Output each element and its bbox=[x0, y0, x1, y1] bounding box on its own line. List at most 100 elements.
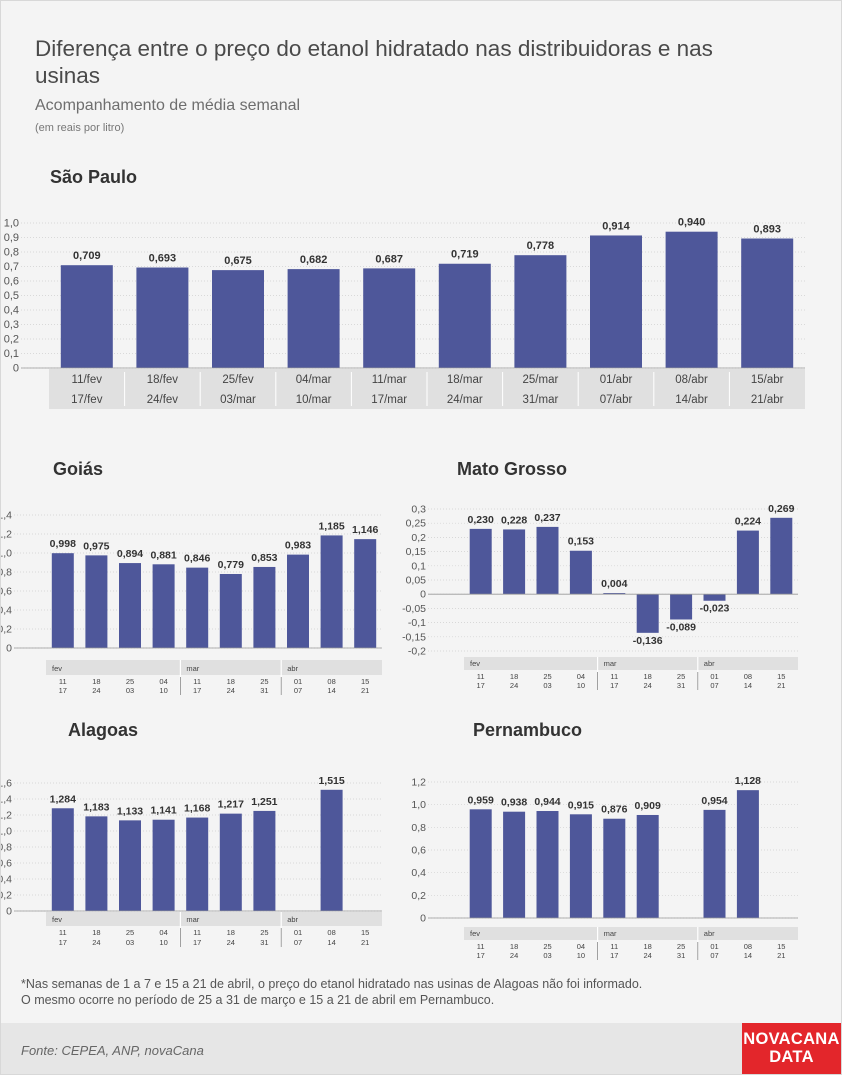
bar-value-label: 1,515 bbox=[318, 775, 344, 787]
bar bbox=[603, 818, 626, 918]
x-tick-label-start: 18/mar bbox=[447, 374, 483, 386]
y-tick-label: 0,1 bbox=[4, 348, 19, 360]
day-label-end: 31 bbox=[260, 938, 268, 947]
bar-value-label: 0,228 bbox=[501, 514, 527, 526]
chart-mato-grosso: -0,2 -0,15 -0,1 -0,05 0 0,05 0,1 0,15 0,2 0,25 0,3… bbox=[402, 503, 798, 690]
y-tick-label: 1,0 bbox=[0, 548, 12, 560]
y-tick-label: 0,05 bbox=[406, 575, 427, 587]
month-label: abr bbox=[287, 664, 298, 673]
chart-sao-paulo: 0 0,1 0,2 0,3 0,4 0,5 0,6 0,7 0,8 0,9 1,0 0,709 0,69… bbox=[4, 217, 805, 409]
month-label: mar bbox=[604, 659, 617, 668]
day-label-end: 03 bbox=[543, 681, 551, 690]
y-tick-label: 1,0 bbox=[411, 799, 426, 811]
x-tick-label-end: 31/mar bbox=[523, 394, 559, 406]
y-tick-label: 0 bbox=[420, 913, 426, 925]
day-label-end: 07 bbox=[294, 938, 302, 947]
day-label-start: 01 bbox=[710, 672, 718, 681]
y-tick-label: 0,6 bbox=[4, 276, 19, 288]
month-label: fev bbox=[470, 659, 480, 668]
bar bbox=[636, 594, 659, 633]
bar bbox=[320, 789, 343, 911]
bar bbox=[514, 255, 567, 368]
bar bbox=[253, 566, 276, 648]
y-tick-label: 0,1 bbox=[411, 560, 426, 572]
x-tick-label-end: 24/mar bbox=[447, 394, 483, 406]
day-label-start: 01 bbox=[294, 928, 302, 937]
day-label-start: 25 bbox=[126, 928, 134, 937]
y-tick-label: -0,15 bbox=[402, 631, 426, 643]
day-label-end: 31 bbox=[677, 681, 685, 690]
day-label-end: 10 bbox=[577, 951, 585, 960]
day-label-start: 18 bbox=[510, 942, 518, 951]
day-label-end: 21 bbox=[361, 938, 369, 947]
bar-value-label: 0,938 bbox=[501, 797, 527, 809]
day-label-end: 21 bbox=[777, 681, 785, 690]
day-label-start: 18 bbox=[92, 677, 100, 686]
bar bbox=[219, 573, 242, 648]
day-label-start: 18 bbox=[227, 928, 235, 937]
day-label-start: 25 bbox=[543, 672, 551, 681]
bar bbox=[703, 594, 726, 601]
novacana-data-logo: NOVACANA DATA bbox=[742, 1023, 841, 1074]
bar-value-label: 0,237 bbox=[534, 512, 560, 524]
y-tick-label: 0,15 bbox=[406, 546, 427, 558]
bar-value-label: 1,284 bbox=[50, 793, 76, 805]
y-tick-label: 0 bbox=[420, 589, 426, 601]
y-tick-label: 0 bbox=[6, 643, 12, 655]
region-title-goias: Goiás bbox=[53, 459, 104, 479]
bar bbox=[590, 235, 642, 368]
bar-value-label: 0,779 bbox=[218, 559, 244, 571]
bar bbox=[536, 811, 559, 918]
bar-value-label: 0,954 bbox=[701, 795, 727, 807]
x-tick-label-end: 14/abr bbox=[675, 394, 708, 406]
bar bbox=[152, 564, 175, 648]
x-tick-label-end: 24/fev bbox=[147, 394, 179, 406]
unit-note: (em reais por litro) bbox=[35, 122, 125, 134]
y-tick-label: 0,2 bbox=[0, 624, 12, 636]
bar bbox=[736, 530, 759, 595]
day-label-end: 07 bbox=[294, 686, 302, 695]
bar-value-label: 0,687 bbox=[375, 253, 403, 265]
bar bbox=[119, 563, 141, 648]
bar bbox=[741, 238, 794, 368]
bar-value-label: 0,940 bbox=[678, 217, 706, 229]
bar bbox=[212, 270, 264, 368]
x-tick-label-end: 17/fev bbox=[71, 394, 103, 406]
y-tick-label: -0,2 bbox=[408, 646, 426, 658]
month-label: fev bbox=[52, 915, 62, 924]
bar-value-label: 1,251 bbox=[251, 796, 277, 808]
y-tick-label: 0 bbox=[13, 363, 19, 375]
month-label: fev bbox=[470, 929, 480, 938]
day-label-start: 25 bbox=[126, 677, 134, 686]
day-label-start: 18 bbox=[510, 672, 518, 681]
day-label-start: 25 bbox=[677, 672, 685, 681]
month-label: mar bbox=[186, 664, 199, 673]
bar bbox=[219, 813, 242, 911]
bar-value-label: -0,089 bbox=[666, 621, 696, 633]
bar-value-label: 1,217 bbox=[218, 799, 244, 811]
bar bbox=[363, 268, 416, 368]
x-tick-label-start: 25/mar bbox=[523, 374, 559, 386]
y-tick-label: 0,8 bbox=[0, 567, 12, 579]
bar bbox=[438, 263, 491, 368]
region-title-pernambuco: Pernambuco bbox=[473, 720, 583, 740]
page-title: Diferença entre o preço do etanol hidrat… bbox=[35, 36, 713, 88]
x-tick-label-start: 18/fev bbox=[147, 374, 179, 386]
day-label-end: 24 bbox=[510, 681, 518, 690]
region-title-alagoas: Alagoas bbox=[68, 720, 139, 740]
bar-value-label: 0,881 bbox=[150, 549, 176, 561]
bar bbox=[569, 814, 592, 918]
day-label-end: 14 bbox=[327, 686, 335, 695]
day-label-start: 25 bbox=[543, 942, 551, 951]
y-tick-label: 0,25 bbox=[406, 518, 427, 530]
bar-value-label: 0,893 bbox=[753, 224, 781, 236]
day-label-start: 18 bbox=[644, 672, 652, 681]
bar bbox=[503, 811, 526, 918]
source-note: Fonte: CEPEA, ANP, novaCana bbox=[21, 1043, 204, 1058]
x-tick-label-start: 08/abr bbox=[675, 374, 708, 386]
day-label-end: 03 bbox=[126, 686, 134, 695]
bar-value-label: 0,004 bbox=[601, 578, 627, 590]
y-tick-label: 0,8 bbox=[4, 247, 19, 259]
x-tick-label-start: 25/fev bbox=[222, 374, 254, 386]
